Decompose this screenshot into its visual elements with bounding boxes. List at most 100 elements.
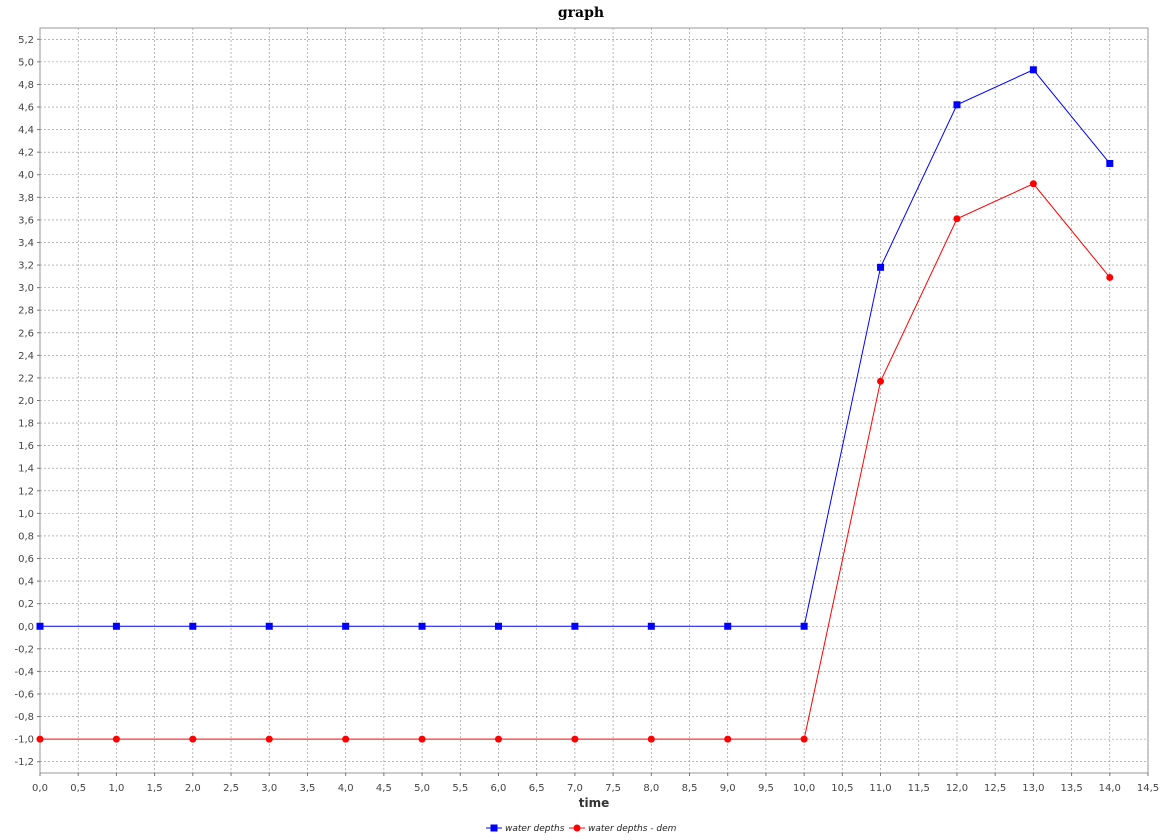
x-tick-label: 8,5 <box>682 783 698 794</box>
data-point <box>189 622 197 630</box>
data-point <box>1029 180 1037 188</box>
x-tick-label: 11,5 <box>908 783 930 794</box>
y-tick-label: 5,2 <box>18 35 34 46</box>
data-point <box>571 622 579 630</box>
y-tick-label: 1,6 <box>18 441 34 452</box>
x-tick-label: 5,5 <box>452 783 468 794</box>
y-tick-label: 0,6 <box>18 554 34 565</box>
x-tick-label: 11,0 <box>869 783 891 794</box>
x-tick-label: 7,0 <box>567 783 583 794</box>
x-tick-label: 13,0 <box>1022 783 1044 794</box>
x-tick-label: 9,5 <box>758 783 774 794</box>
data-point <box>953 101 961 109</box>
x-tick-label: 3,5 <box>299 783 315 794</box>
data-point <box>112 735 120 743</box>
y-tick-label: 0,8 <box>18 531 34 542</box>
y-tick-label: 1,0 <box>18 509 34 520</box>
legend-item: water depths <box>486 824 565 834</box>
x-tick-label: 0,0 <box>32 783 48 794</box>
x-tick-label: 12,5 <box>984 783 1006 794</box>
y-tick-label: 0,4 <box>18 577 34 588</box>
x-tick-label: 3,0 <box>261 783 277 794</box>
data-point <box>36 735 44 743</box>
data-point <box>877 263 885 271</box>
series-layer <box>36 66 1114 743</box>
y-tick-label: 2,8 <box>18 306 34 317</box>
data-point <box>800 735 808 743</box>
y-tick-label: 0,2 <box>18 599 34 610</box>
data-point <box>494 622 502 630</box>
series-1 <box>36 66 1114 630</box>
y-tick-label: 4,0 <box>18 170 34 181</box>
x-tick-label: 10,0 <box>793 783 815 794</box>
data-point <box>647 735 655 743</box>
legend-item: water depths - dem <box>569 824 677 834</box>
x-tick-label: 14,0 <box>1099 783 1121 794</box>
x-tick-label: 14,5 <box>1137 783 1159 794</box>
y-axis: -1,2 -1,0 -0,8 -0,6 -0,4 -0,2 0,0 0,2 0,4 0,6 0,8 1… <box>14 35 40 768</box>
y-tick-label: 3,6 <box>18 215 34 226</box>
y-tick-label: 1,8 <box>18 419 34 430</box>
data-point <box>36 622 44 630</box>
legend: water depths water depths - dem <box>486 824 677 834</box>
data-point <box>647 622 655 630</box>
data-point <box>418 735 426 743</box>
y-tick-label: 4,8 <box>18 80 34 91</box>
x-tick-label: 10,5 <box>831 783 853 794</box>
data-point <box>953 215 961 223</box>
data-point <box>877 377 885 385</box>
x-tick-label: 1,0 <box>108 783 124 794</box>
data-point <box>342 735 350 743</box>
x-tick-label: 9,0 <box>720 783 736 794</box>
x-tick-label: 4,5 <box>376 783 392 794</box>
data-point <box>724 622 732 630</box>
y-tick-label: 3,0 <box>18 283 34 294</box>
x-axis: 0,0 0,5 1,0 1,5 2,0 2,5 3,0 3,5 4,0 4,5 5,0 5,5 6,0 6… <box>32 773 1159 794</box>
y-tick-label: 4,2 <box>18 148 34 159</box>
series-2 <box>36 180 1114 743</box>
y-tick-label: 2,4 <box>18 351 34 362</box>
y-tick-label: 2,6 <box>18 328 34 339</box>
x-tick-label: 1,5 <box>147 783 163 794</box>
data-point <box>800 622 808 630</box>
data-point <box>342 622 350 630</box>
legend-label: water depths <box>505 824 565 834</box>
y-tick-label: 3,8 <box>18 193 34 204</box>
legend-marker <box>573 824 581 832</box>
y-tick-label: 3,4 <box>18 238 34 249</box>
y-tick-label: -0,4 <box>14 667 34 678</box>
x-tick-label: 0,5 <box>70 783 86 794</box>
y-tick-label: -0,2 <box>14 644 34 655</box>
y-tick-label: 1,2 <box>18 486 34 497</box>
x-tick-label: 6,0 <box>491 783 507 794</box>
data-point <box>1029 66 1037 74</box>
data-point <box>724 735 732 743</box>
y-tick-label: -1,0 <box>14 735 34 746</box>
x-tick-label: 8,0 <box>643 783 659 794</box>
x-tick-label: 12,0 <box>946 783 968 794</box>
legend-label: water depths - dem <box>588 824 677 834</box>
y-tick-label: -1,2 <box>14 757 34 768</box>
x-tick-label: 2,5 <box>223 783 239 794</box>
data-point <box>265 735 273 743</box>
y-tick-label: 1,4 <box>18 464 34 475</box>
y-tick-label: 2,0 <box>18 396 34 407</box>
x-axis-label: time <box>579 796 610 810</box>
data-point <box>189 735 197 743</box>
y-tick-label: 4,6 <box>18 103 34 114</box>
data-point <box>1106 273 1114 281</box>
y-tick-label: 4,4 <box>18 125 34 136</box>
data-point <box>265 622 273 630</box>
x-tick-label: 4,0 <box>338 783 354 794</box>
y-tick-label: 3,2 <box>18 261 34 272</box>
chart-title: graph <box>558 5 604 21</box>
y-tick-label: 2,2 <box>18 373 34 384</box>
data-point <box>112 622 120 630</box>
data-point <box>418 622 426 630</box>
x-tick-label: 2,0 <box>185 783 201 794</box>
x-tick-label: 6,5 <box>529 783 545 794</box>
y-tick-label: 0,0 <box>18 622 34 633</box>
data-point <box>571 735 579 743</box>
data-point <box>494 735 502 743</box>
